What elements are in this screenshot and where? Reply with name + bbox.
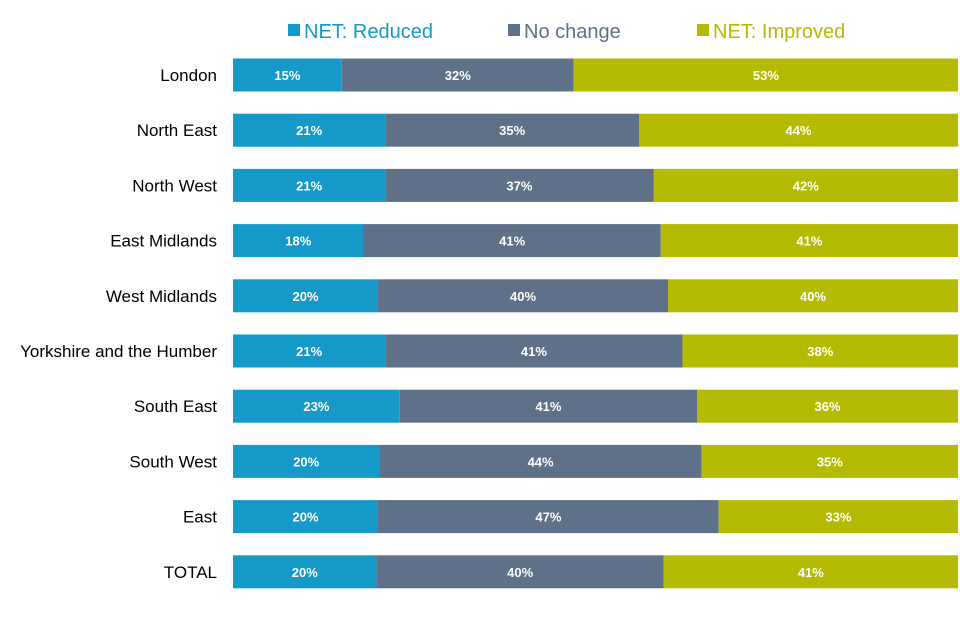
category-labels: London North East North West East Midlands W… [20, 66, 217, 582]
data-label-net-reduced-south-west: 20% [293, 454, 319, 469]
data-label-net-reduced-london: 15% [274, 68, 300, 83]
bar-net-improved-south-west [701, 444, 958, 478]
data-label-net-improved-west-midlands: 40% [800, 289, 826, 304]
data-label-no-change-south-east: 41% [535, 399, 561, 414]
bar-no-change-east-midlands [363, 224, 661, 258]
data-label-no-change-london: 32% [445, 68, 471, 83]
category-label-east: East [183, 508, 217, 527]
bar-no-change-west-midlands [378, 279, 668, 313]
bar-no-change-north-east [385, 113, 639, 147]
data-label-no-change-north-east: 35% [499, 123, 525, 138]
category-label-south-west: South West [129, 452, 217, 471]
bar-net-improved-yorkshire-and-the-humber [682, 334, 958, 368]
bar-net-improved-north-east [639, 113, 958, 147]
category-label-west-midlands: West Midlands [106, 287, 217, 306]
data-label-net-improved-total: 41% [798, 565, 824, 580]
data-label-net-improved-south-east: 36% [814, 399, 840, 414]
legend-swatch-no-change [508, 24, 520, 36]
data-label-no-change-east: 47% [535, 510, 561, 525]
bar-net-reduced-east [233, 500, 378, 534]
bar-no-change-south-west [379, 444, 702, 478]
bar-net-reduced-london [233, 58, 342, 92]
legend-swatch-net-improved [697, 24, 709, 36]
bar-net-improved-south-east [697, 389, 958, 423]
bar-net-improved-north-west [653, 168, 958, 202]
category-label-north-east: North East [137, 121, 218, 140]
data-label-net-improved-east-midlands: 41% [796, 234, 822, 249]
legend: NET: Reduced No change NET: Improved [288, 21, 845, 43]
data-label-net-reduced-north-west: 21% [296, 178, 322, 193]
data-label-no-change-east-midlands: 41% [499, 234, 525, 249]
bar-net-improved-total [663, 555, 958, 589]
data-label-net-improved-london: 53% [753, 68, 779, 83]
bar-net-reduced-north-west [233, 168, 386, 202]
category-label-south-east: South East [134, 397, 217, 416]
category-label-north-west: North West [132, 176, 217, 195]
data-label-no-change-north-west: 37% [506, 178, 532, 193]
data-label-net-reduced-south-east: 23% [303, 399, 329, 414]
legend-label-net-improved: NET: Improved [713, 21, 845, 43]
bar-no-change-east [378, 500, 719, 534]
bar-net-improved-east [718, 500, 958, 534]
data-label-net-improved-south-west: 35% [817, 454, 843, 469]
data-label-net-improved-north-east: 44% [785, 123, 811, 138]
bar-net-reduced-south-west [233, 444, 380, 478]
category-label-east-midlands: East Midlands [110, 232, 217, 251]
bar-no-change-south-east [399, 389, 697, 423]
bar-no-change-london [341, 58, 574, 92]
bar-net-reduced-north-east [233, 113, 386, 147]
data-label-net-reduced-west-midlands: 20% [292, 289, 318, 304]
bar-net-improved-east-midlands [660, 224, 958, 258]
data-label-net-reduced-north-east: 21% [296, 123, 322, 138]
legend-swatch-net-reduced [288, 24, 300, 36]
bar-net-reduced-total [233, 555, 377, 589]
data-label-no-change-south-west: 44% [528, 454, 554, 469]
legend-label-no-change: No change [524, 21, 621, 43]
bar-net-reduced-south-east [233, 389, 400, 423]
category-label-london: London [160, 66, 217, 85]
bar-net-improved-west-midlands [668, 279, 958, 313]
data-label-net-reduced-yorkshire-and-the-humber: 21% [296, 344, 322, 359]
data-label-net-reduced-east: 20% [292, 510, 318, 525]
data-label-net-reduced-east-midlands: 18% [285, 234, 311, 249]
data-label-no-change-yorkshire-and-the-humber: 41% [521, 344, 547, 359]
bar-net-improved-london [573, 58, 958, 92]
legend-label-net-reduced: NET: Reduced [304, 21, 433, 43]
category-label-total: TOTAL [164, 563, 217, 582]
bar-no-change-yorkshire-and-the-humber [385, 334, 683, 368]
bar-no-change-total [376, 555, 664, 589]
data-label-net-improved-east: 33% [825, 510, 851, 525]
data-label-no-change-total: 40% [507, 565, 533, 580]
data-label-no-change-west-midlands: 40% [510, 289, 536, 304]
category-label-yorkshire-and-the-humber: Yorkshire and the Humber [20, 342, 217, 361]
bar-net-reduced-yorkshire-and-the-humber [233, 334, 386, 368]
bar-net-reduced-west-midlands [233, 279, 378, 313]
data-label-net-improved-yorkshire-and-the-humber: 38% [807, 344, 833, 359]
bars: 15% 32% 53% 21% 35% 44% 21% 37% 42% 18% 41% 41% 20% 4… [233, 58, 958, 589]
data-label-net-improved-north-west: 42% [793, 178, 819, 193]
bar-no-change-north-west [385, 168, 654, 202]
bar-net-reduced-east-midlands [233, 224, 364, 258]
data-label-net-reduced-total: 20% [292, 565, 318, 580]
